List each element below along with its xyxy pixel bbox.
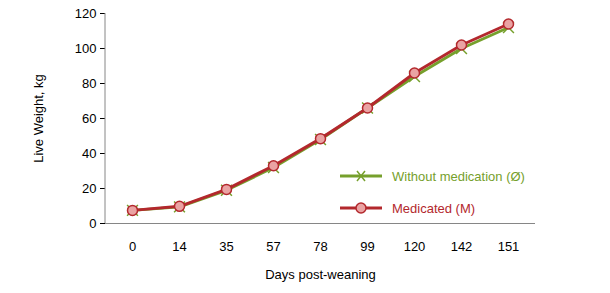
svg-text:142: 142 <box>451 239 473 254</box>
html-text:Medicated (M): Medicated (M) <box>392 200 476 216</box>
svg-text:0: 0 <box>89 216 96 231</box>
svg-text:78: 78 <box>313 239 327 254</box>
svg-text:0: 0 <box>129 239 136 254</box>
svg-text:151: 151 <box>498 239 520 254</box>
svg-text:20: 20 <box>82 181 96 196</box>
svg-text:14: 14 <box>172 239 186 254</box>
svg-text:120: 120 <box>75 6 97 21</box>
svg-text:99: 99 <box>360 239 374 254</box>
svg-text:100: 100 <box>75 41 97 56</box>
svg-text:120: 120 <box>404 239 426 254</box>
svg-text:57: 57 <box>266 239 280 254</box>
svg-text:40: 40 <box>82 146 96 161</box>
svg-text:Days post-weaning: Days post-weaning <box>265 267 376 282</box>
svg-text:35: 35 <box>219 239 233 254</box>
svg-text:Live Weight, kg: Live Weight, kg <box>31 74 46 163</box>
html-text:Without medication (Ø): Without medication (Ø) <box>392 168 525 184</box>
svg-text:60: 60 <box>82 111 96 126</box>
svg-text:80: 80 <box>82 76 96 91</box>
